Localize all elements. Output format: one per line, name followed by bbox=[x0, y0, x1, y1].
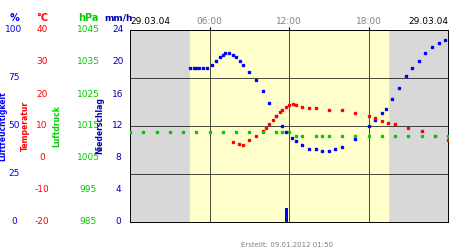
Text: 1005: 1005 bbox=[76, 154, 99, 162]
Text: Luftfeuchtigkeit: Luftfeuchtigkeit bbox=[0, 91, 8, 161]
Text: mm/h: mm/h bbox=[104, 14, 132, 22]
Text: Niederschlag: Niederschlag bbox=[95, 98, 104, 154]
Text: 30: 30 bbox=[36, 58, 48, 66]
Text: -20: -20 bbox=[35, 218, 50, 226]
Text: 16: 16 bbox=[112, 90, 124, 98]
Text: 100: 100 bbox=[5, 26, 22, 35]
Text: 1035: 1035 bbox=[76, 58, 99, 66]
Text: 29.03.04: 29.03.04 bbox=[130, 17, 170, 26]
Text: Luftdruck: Luftdruck bbox=[53, 105, 62, 147]
Text: 8: 8 bbox=[115, 154, 121, 162]
Text: 25: 25 bbox=[8, 170, 20, 178]
Text: 20: 20 bbox=[36, 90, 48, 98]
Text: %: % bbox=[9, 13, 19, 23]
Text: 0: 0 bbox=[115, 218, 121, 226]
Text: Temperatur: Temperatur bbox=[21, 101, 30, 151]
Text: °C: °C bbox=[36, 13, 48, 23]
Text: 10: 10 bbox=[36, 122, 48, 130]
Text: 1025: 1025 bbox=[76, 90, 99, 98]
Bar bbox=[285, 208, 288, 222]
Text: -10: -10 bbox=[35, 186, 50, 194]
Text: 50: 50 bbox=[8, 122, 20, 130]
Text: 0: 0 bbox=[39, 154, 45, 162]
Text: 24: 24 bbox=[112, 26, 124, 35]
Text: 12: 12 bbox=[112, 122, 124, 130]
Text: 1045: 1045 bbox=[76, 26, 99, 35]
Text: 0: 0 bbox=[11, 218, 17, 226]
Text: Erstellt: 09.01.2012 01:50: Erstellt: 09.01.2012 01:50 bbox=[241, 242, 333, 248]
Bar bbox=[189, 30, 388, 222]
Text: 1015: 1015 bbox=[76, 122, 99, 130]
Text: 40: 40 bbox=[36, 26, 48, 35]
Text: 985: 985 bbox=[79, 218, 97, 226]
Text: 20: 20 bbox=[112, 58, 124, 66]
Text: hPa: hPa bbox=[78, 13, 98, 23]
Text: 29.03.04: 29.03.04 bbox=[408, 17, 448, 26]
Text: 995: 995 bbox=[79, 186, 97, 194]
Text: 4: 4 bbox=[115, 186, 121, 194]
Text: 75: 75 bbox=[8, 74, 20, 82]
